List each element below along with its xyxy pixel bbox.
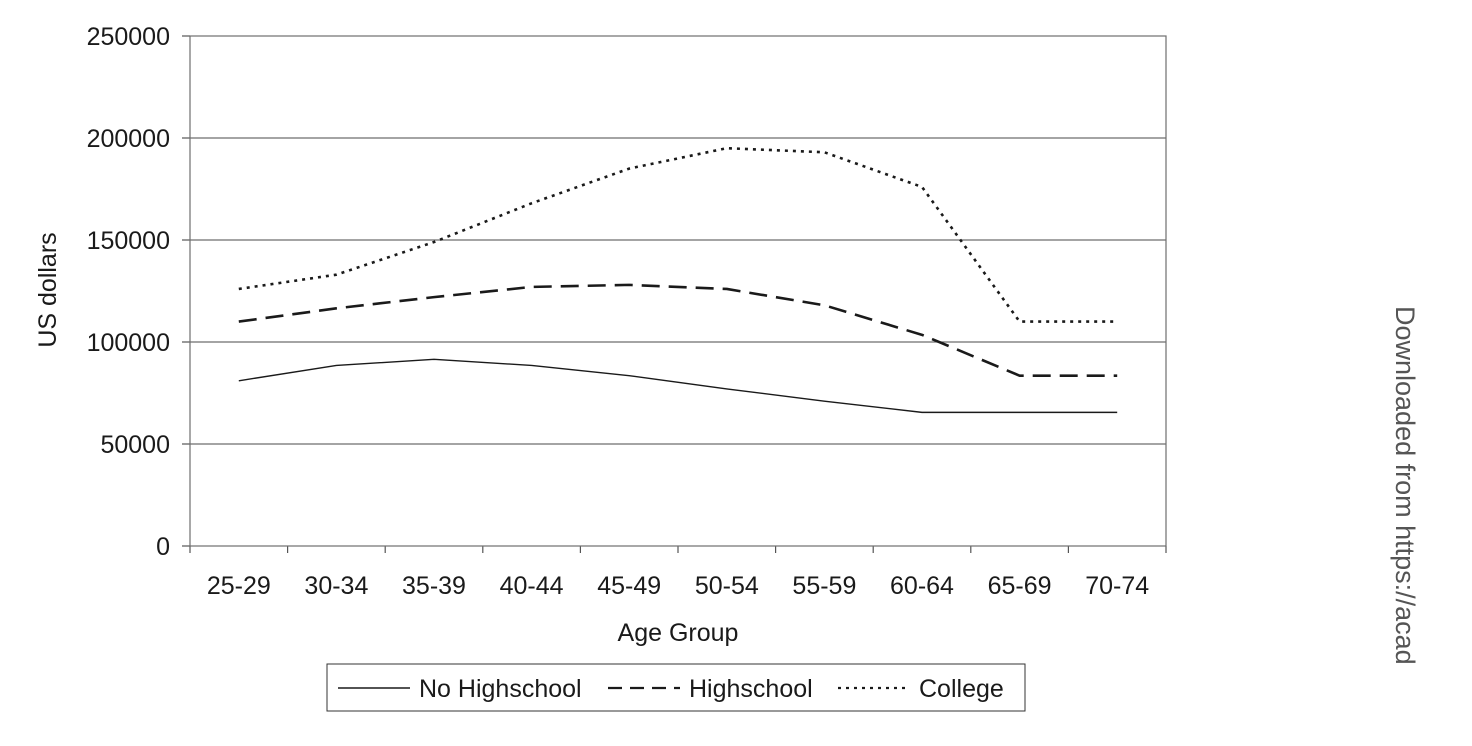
x-tick-label: 55-59 [792, 572, 856, 600]
y-axis-ticks: 0 50000 100000 150000 200000 250000 [87, 23, 190, 561]
y-tick-label: 100000 [87, 329, 170, 357]
series-line-highschool [238, 283, 1118, 377]
x-tick-label: 70-74 [1085, 572, 1149, 600]
y-tick-label: 0 [156, 533, 170, 561]
gridlines [190, 137, 1166, 445]
series-line-college [238, 146, 1118, 323]
x-axis-label: Age Group [618, 619, 739, 647]
y-axis-label: US dollars [34, 232, 62, 347]
x-tick-label: 60-64 [890, 572, 954, 600]
x-tick-label: 40-44 [500, 572, 564, 600]
watermark-text: Downloaded from https://acad [1390, 306, 1420, 665]
y-tick-label: 150000 [87, 227, 170, 255]
legend-label: No Highschool [419, 675, 582, 703]
x-axis-ticks: 25-29 30-34 35-39 40-44 45-49 50-54 55-59 60-64… [189, 546, 1167, 600]
x-tick-label: 30-34 [304, 572, 368, 600]
legend-label: Highschool [689, 675, 813, 703]
legend: No Highschool Highschool College [326, 663, 1026, 712]
x-tick-label: 35-39 [402, 572, 466, 600]
x-tick-label: 50-54 [695, 572, 759, 600]
x-tick-label: 45-49 [597, 572, 661, 600]
legend-label: College [919, 675, 1004, 703]
y-tick-label: 250000 [87, 23, 170, 51]
data-series [238, 146, 1118, 414]
series-line-no-highschool [238, 358, 1118, 414]
y-tick-label: 50000 [100, 431, 170, 459]
y-tick-label: 200000 [87, 125, 170, 153]
plot-area-frame [189, 35, 1167, 547]
x-tick-label: 65-69 [988, 572, 1052, 600]
x-tick-label: 25-29 [207, 572, 271, 600]
